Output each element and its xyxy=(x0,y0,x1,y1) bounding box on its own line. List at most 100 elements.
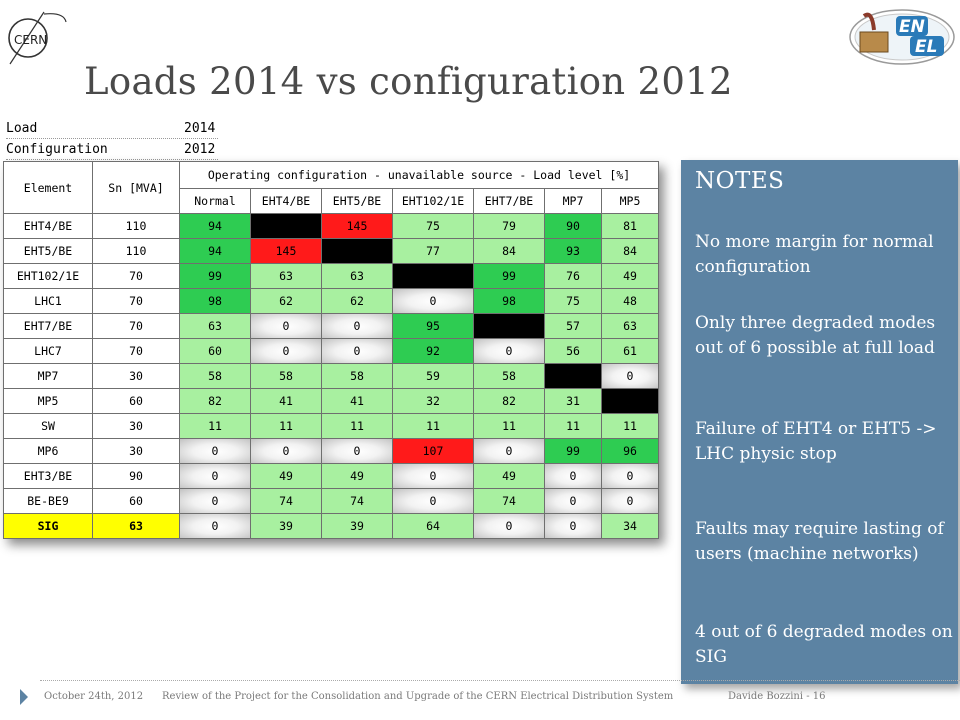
load-value-cell: 96 xyxy=(601,438,659,464)
load-value-cell: 0 xyxy=(601,363,659,389)
load-value-cell: 57 xyxy=(544,313,602,339)
footer: October 24th, 2012 Review of the Project… xyxy=(0,680,960,712)
table-row: LHC1 70 98 62 62 0 98 75 48 xyxy=(3,288,659,314)
load-value-cell xyxy=(544,363,602,389)
row-sn-cell: 70 xyxy=(92,313,180,339)
load-value-cell: 98 xyxy=(179,288,251,314)
svg-text:EN: EN xyxy=(899,17,925,37)
table-header-row: Element Sn [MVA] Operating configuration… xyxy=(3,161,659,214)
load-value-cell: 56 xyxy=(544,338,602,364)
load-value-cell: 0 xyxy=(179,488,251,514)
note-item: 4 out of 6 degraded modes on SIG xyxy=(695,622,953,667)
load-value-cell: 75 xyxy=(392,213,474,239)
row-sn-cell: 90 xyxy=(92,463,180,489)
note-item: Failure of EHT4 or EHT5 -> LHC physic st… xyxy=(695,419,937,464)
table-row: EHT4/BE 110 94 145 75 79 90 81 xyxy=(3,213,659,239)
row-element-cell: EHT102/1E xyxy=(3,263,93,289)
load-value-cell xyxy=(321,238,393,264)
col-header-eht5: EHT5/BE xyxy=(321,188,393,214)
load-value-cell: 0 xyxy=(179,438,251,464)
page-title: Loads 2014 vs configuration 2012 xyxy=(84,60,733,103)
table-row: EHT102/1E 70 99 63 63 99 76 49 xyxy=(3,263,659,289)
row-element-cell: SW xyxy=(3,413,93,439)
load-value-cell xyxy=(250,213,322,239)
load-value-cell: 41 xyxy=(321,388,393,414)
load-value-cell: 0 xyxy=(392,488,474,514)
load-value-cell: 61 xyxy=(601,338,659,364)
load-value-cell: 59 xyxy=(392,363,474,389)
load-value-cell: 81 xyxy=(601,213,659,239)
load-value-cell: 49 xyxy=(321,463,393,489)
load-value-cell: 82 xyxy=(473,388,545,414)
load-value-cell: 63 xyxy=(321,263,393,289)
footer-project: Review of the Project for the Consolidat… xyxy=(162,691,674,702)
load-value-cell: 11 xyxy=(250,413,322,439)
row-element-cell: LHC7 xyxy=(3,338,93,364)
note-item: No more margin for normal configuration xyxy=(695,232,934,277)
load-value-cell: 74 xyxy=(250,488,322,514)
load-value-cell: 0 xyxy=(544,513,602,539)
load-value-cell: 11 xyxy=(392,413,474,439)
load-value-cell: 39 xyxy=(250,513,322,539)
load-value-cell: 0 xyxy=(321,438,393,464)
load-value-cell: 0 xyxy=(601,463,659,489)
load-value-cell: 0 xyxy=(473,513,545,539)
note-item: Only three degraded modes out of 6 possi… xyxy=(695,313,936,358)
load-value-cell: 58 xyxy=(473,363,545,389)
load-value-cell: 0 xyxy=(473,438,545,464)
row-sn-cell: 70 xyxy=(92,288,180,314)
table-row: BE-BE9 60 0 74 74 0 74 0 0 xyxy=(3,488,659,514)
meta-row-load: Load 2014 xyxy=(6,118,218,139)
meta-info: Load 2014 Configuration 2012 xyxy=(6,118,218,160)
load-value-cell: 58 xyxy=(321,363,393,389)
load-value-cell: 58 xyxy=(179,363,251,389)
load-value-cell: 11 xyxy=(601,413,659,439)
load-value-cell: 0 xyxy=(544,488,602,514)
load-value-cell: 11 xyxy=(473,413,545,439)
load-value-cell: 41 xyxy=(250,388,322,414)
load-value-cell: 63 xyxy=(250,263,322,289)
load-value-cell: 31 xyxy=(544,388,602,414)
load-value-cell: 99 xyxy=(179,263,251,289)
row-element-cell: EHT7/BE xyxy=(3,313,93,339)
load-value-cell: 93 xyxy=(544,238,602,264)
load-value-cell: 94 xyxy=(179,238,251,264)
table-row: MP6 30 0 0 0 107 0 99 96 xyxy=(3,438,659,464)
load-table: Element Sn [MVA] Operating configuration… xyxy=(3,161,659,539)
load-value-cell: 0 xyxy=(392,463,474,489)
load-value-cell: 99 xyxy=(544,438,602,464)
load-value-cell: 0 xyxy=(392,288,474,314)
load-value-cell: 64 xyxy=(392,513,474,539)
load-value-cell: 49 xyxy=(601,263,659,289)
footer-author-page: Davide Bozzini - 16 xyxy=(728,691,826,702)
load-value-cell: 107 xyxy=(392,438,474,464)
table-row: LHC7 70 60 0 0 92 0 56 61 xyxy=(3,338,659,364)
meta-label: Load xyxy=(6,120,38,136)
meta-label: Configuration xyxy=(6,141,108,157)
load-value-cell: 82 xyxy=(179,388,251,414)
row-element-cell: EHT3/BE xyxy=(3,463,93,489)
load-value-cell: 75 xyxy=(544,288,602,314)
load-value-cell: 0 xyxy=(473,338,545,364)
load-value-cell: 63 xyxy=(601,313,659,339)
load-value-cell: 0 xyxy=(601,488,659,514)
footer-date: October 24th, 2012 xyxy=(44,691,144,702)
col-header-eht4: EHT4/BE xyxy=(250,188,322,214)
row-element-cell: SIG xyxy=(3,513,93,539)
load-value-cell: 34 xyxy=(601,513,659,539)
col-header-eht102: EHT102/1E xyxy=(392,188,474,214)
load-value-cell: 58 xyxy=(250,363,322,389)
col-header-eht7: EHT7/BE xyxy=(473,188,545,214)
col-header-mp5: MP5 xyxy=(601,188,659,214)
row-element-cell: MP5 xyxy=(3,388,93,414)
row-sn-cell: 110 xyxy=(92,213,180,239)
table-row: EHT5/BE 110 94 145 77 84 93 84 xyxy=(3,238,659,264)
row-element-cell: EHT4/BE xyxy=(3,213,93,239)
load-value-cell: 49 xyxy=(473,463,545,489)
load-value-cell: 99 xyxy=(473,263,545,289)
load-value-cell xyxy=(392,263,474,289)
meta-value: 2014 xyxy=(184,120,216,136)
row-sn-cell: 30 xyxy=(92,438,180,464)
svg-text:EL: EL xyxy=(915,37,937,57)
col-header-mp7: MP7 xyxy=(544,188,602,214)
